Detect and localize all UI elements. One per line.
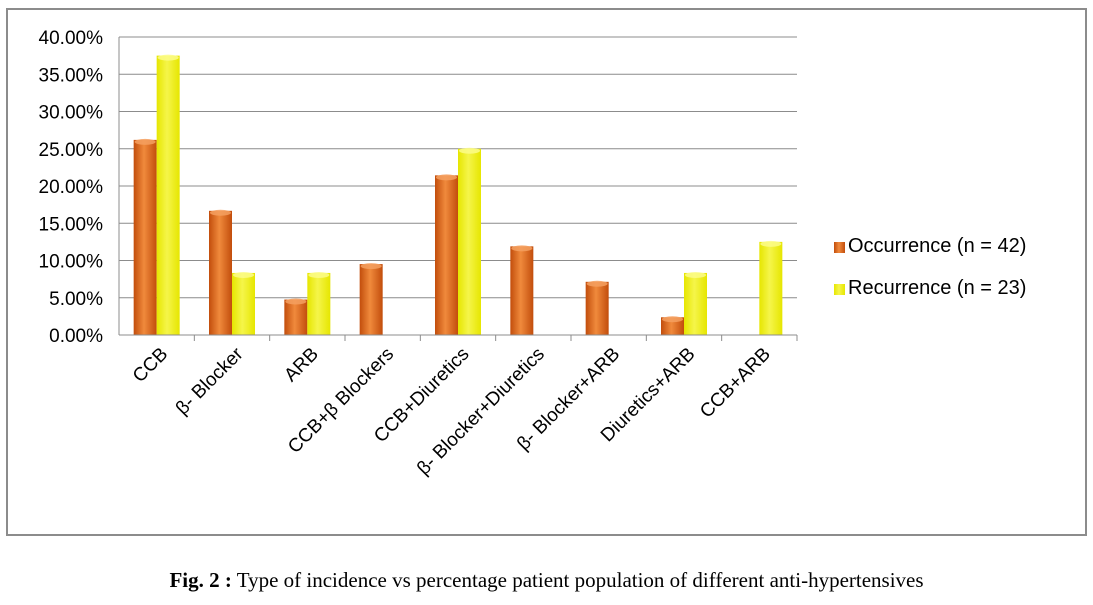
- bar-recurrence: [156, 55, 180, 335]
- bar-cap: [662, 316, 683, 323]
- figure-caption: Fig. 2 : Type of incidence vs percentage…: [0, 568, 1093, 593]
- legend-label: Recurrence (n = 23): [848, 277, 1026, 299]
- y-tick-label: 0.00%: [49, 326, 103, 347]
- bar-occurrence: [133, 139, 157, 335]
- legend-swatch: [834, 242, 845, 253]
- bar-chart: 0.00% 5.00% 10.00% 15.00% 20.00% 25.00% 30.00%…: [39, 28, 1027, 479]
- bar-recurrence: [232, 272, 255, 335]
- legend-label: Occurrence (n = 42): [848, 235, 1026, 257]
- bar-occurrence: [585, 281, 609, 335]
- legend-swatch: [834, 284, 845, 295]
- caption-prefix: Fig. 2 :: [169, 568, 232, 592]
- bar-recurrence: [307, 272, 331, 335]
- y-tick-label: 5.00%: [49, 289, 103, 310]
- bar-cap: [760, 240, 782, 247]
- bar-cap: [285, 298, 307, 305]
- x-category-label: CCB: [129, 344, 172, 387]
- bar-cap: [210, 209, 231, 216]
- y-tick-label: 15.00%: [39, 214, 104, 235]
- bar-occurrence: [209, 210, 232, 335]
- axes: [118, 37, 798, 341]
- bar-cap: [436, 174, 457, 181]
- legend: Occurrence (n = 42) Recurrence (n = 23): [834, 235, 1026, 299]
- bar-cap: [233, 271, 254, 278]
- x-category-label: ARB: [280, 344, 322, 386]
- bar-recurrence: [759, 241, 783, 335]
- bar-cap: [360, 263, 382, 270]
- bar-cap: [685, 271, 706, 278]
- y-tick-label: 35.00%: [39, 65, 104, 86]
- y-tick-label: 10.00%: [39, 252, 104, 273]
- x-category-label: β- Blocker: [172, 343, 248, 419]
- bar-occurrence: [510, 246, 534, 335]
- bar-cap: [511, 245, 533, 252]
- bar-occurrence: [435, 175, 458, 335]
- bar-recurrence: [458, 148, 481, 335]
- bar-cap: [308, 271, 330, 278]
- y-tick-label: 30.00%: [39, 103, 104, 124]
- bar-occurrence: [359, 264, 383, 335]
- y-tick-label: 25.00%: [39, 140, 104, 161]
- x-category-label: β- Blocker+Diuretics: [413, 344, 549, 480]
- bars: [133, 54, 783, 335]
- bar-cap: [586, 280, 608, 287]
- bar-occurrence: [284, 299, 308, 335]
- x-category-label: CCB+ARB: [696, 344, 775, 423]
- y-axis-tick-labels: 0.00% 5.00% 10.00% 15.00% 20.00% 25.00% 30.00%…: [39, 28, 104, 347]
- bar-cap: [459, 147, 480, 154]
- bar-cap: [157, 54, 179, 61]
- y-tick-label: 20.00%: [39, 177, 104, 198]
- bar-cap: [134, 138, 156, 145]
- chart-frame: 0.00% 5.00% 10.00% 15.00% 20.00% 25.00% 30.00%…: [6, 8, 1087, 536]
- bar-recurrence: [684, 272, 707, 335]
- y-tick-label: 40.00%: [39, 28, 104, 49]
- caption-text: Type of incidence vs percentage patient …: [231, 568, 924, 592]
